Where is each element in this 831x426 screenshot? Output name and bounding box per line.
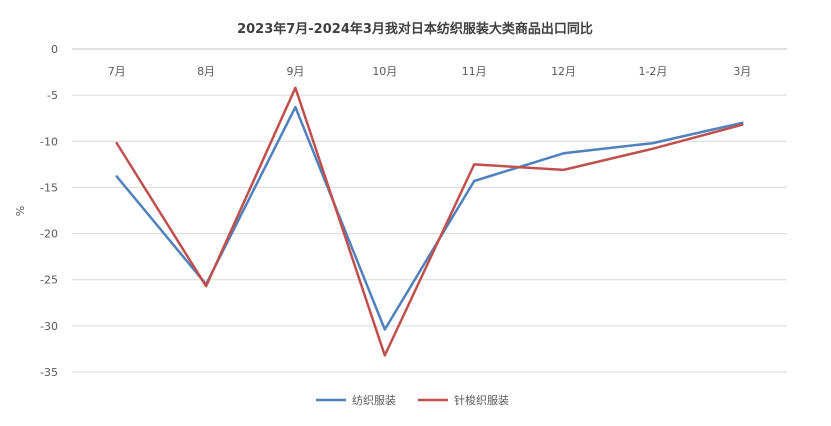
gridlines [72, 48, 787, 373]
series-line-1 [115, 105, 744, 331]
x-tick-label: 11月 [462, 65, 487, 78]
x-tick-labels: 7月 8月 9月 10月 11月 12月 1-2月 3月 [108, 65, 752, 78]
legend-label: 纺织服装 [352, 393, 396, 407]
y-tick-label: -30 [40, 320, 58, 333]
y-axis-label: % [14, 206, 27, 216]
series-line-2 [115, 86, 744, 357]
x-tick-label: 1-2月 [638, 65, 667, 78]
x-tick-label: 10月 [372, 65, 397, 78]
x-tick-label: 7月 [108, 65, 126, 78]
y-tick-label: 0 [51, 43, 58, 56]
legend: 纺织服装 针梭织服装 [316, 393, 509, 407]
y-tick-labels: 0 -5 -10 -15 -20 -25 -30 -35 [40, 43, 58, 379]
y-tick-label: -5 [47, 89, 58, 102]
x-tick-label: 12月 [551, 65, 576, 78]
x-tick-label: 3月 [733, 65, 751, 78]
series-lines [115, 86, 744, 357]
x-tick-label: 8月 [197, 65, 215, 78]
y-tick-label: -20 [40, 228, 58, 241]
y-tick-label: -35 [40, 366, 58, 379]
chart-title: 2023年7月-2024年3月我对日本纺织服装大类商品出口同比 [237, 21, 593, 37]
legend-label: 针梭织服装 [454, 393, 509, 407]
y-tick-label: -25 [40, 274, 58, 287]
y-tick-label: -10 [40, 135, 58, 148]
x-tick-label: 9月 [286, 65, 304, 78]
y-tick-label: -15 [40, 181, 58, 194]
